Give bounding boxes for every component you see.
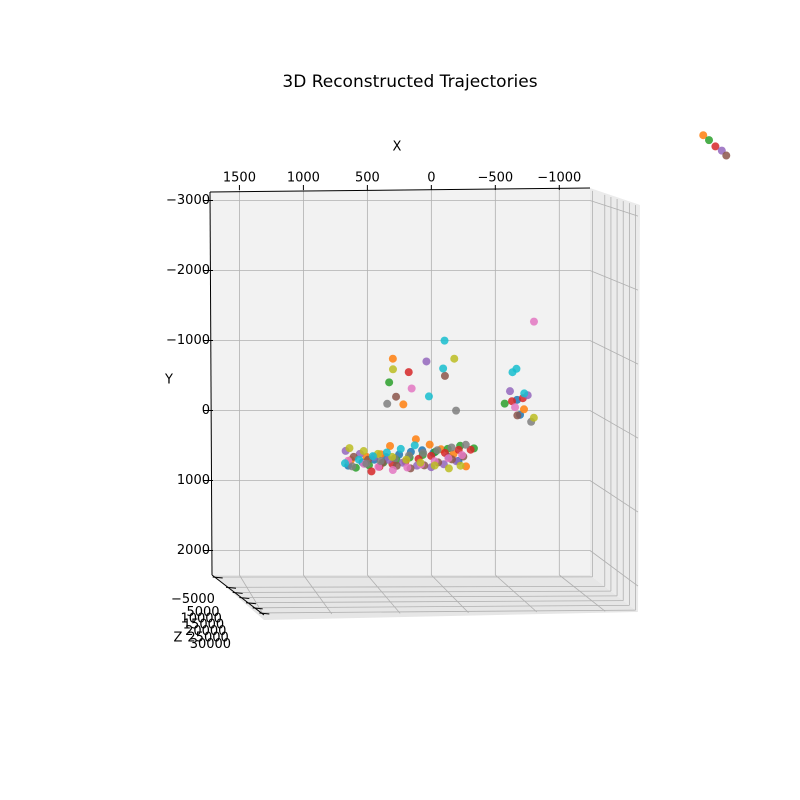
x-tick-label: 1500 [223,171,256,186]
grid-line [241,595,618,598]
point [354,455,363,464]
point [433,446,442,455]
point [345,444,354,453]
grid-line [254,604,630,609]
point [440,371,449,380]
point [392,392,401,401]
point [368,452,377,461]
point [529,413,538,422]
point [466,445,475,454]
point [520,389,529,398]
point [388,354,397,363]
point [440,336,449,345]
point [385,378,394,387]
grid-line [589,480,639,513]
side-pane [590,188,640,612]
point [410,441,419,450]
y-tick-label: 2000 [177,543,210,558]
grid-line [589,200,639,217]
point [711,142,720,151]
point [416,458,425,467]
grid-line [589,340,639,365]
point [452,406,461,415]
point [444,454,453,463]
z-tick-label: 10000 [180,611,221,626]
grid-line [234,590,611,593]
point [529,317,538,326]
z-axis-label: Z [174,631,183,646]
point [507,397,516,406]
z-tick-label: 30000 [190,637,231,652]
point [399,400,408,409]
point [425,440,434,449]
point [458,451,467,460]
x-axis-line [209,187,591,193]
point [359,447,368,456]
z-tick-label: 15000 [183,618,224,633]
point [699,131,708,140]
point [722,151,731,160]
y-tick-label: 1000 [177,473,210,488]
point [519,405,528,414]
grid-line [589,410,639,439]
point [388,465,397,474]
z-tick-label: 25000 [187,631,228,646]
point [404,368,413,377]
x-tick-label: −500 [477,171,513,186]
x-tick-label: 1000 [287,171,320,186]
point [705,136,714,145]
grid-line [589,550,639,587]
chart-title: 3D Reconstructed Trajectories [282,72,537,92]
back-pane [210,188,590,575]
y-tick-label: −3000 [166,193,210,208]
point [461,440,470,449]
point [362,459,371,468]
point [376,457,385,466]
grid-line [227,585,605,588]
point [505,387,514,396]
z-tick-label: −5000 [171,592,215,607]
y-axis-label: Y [164,373,173,388]
point [407,384,416,393]
point [382,448,391,457]
point [424,392,433,401]
point [419,448,428,457]
point [439,364,448,373]
point [348,462,357,471]
grid-line [589,270,639,291]
y-tick-label: −1000 [166,333,210,348]
point [341,459,350,468]
point [512,364,521,373]
x-tick-label: 0 [427,171,435,186]
point [367,467,376,476]
x-axis-label: X [393,140,402,155]
point [500,399,509,408]
point [422,357,431,366]
y-axis-line [209,191,213,576]
y-tick-label: 0 [202,403,210,418]
point [456,461,465,470]
point [511,403,520,412]
point [403,463,412,472]
y-tick-label: −2000 [166,263,210,278]
point [447,443,456,452]
point [402,455,411,464]
z-tick-label: 20000 [185,624,226,639]
x-tick-label: −1000 [537,171,581,186]
point [388,365,397,374]
z-axis-line [211,574,265,616]
point [430,461,439,470]
point [513,411,522,420]
grid-line [261,609,636,614]
grid-line [247,600,624,604]
point [383,399,392,408]
point [396,444,405,453]
z-tick-label: 5000 [186,605,219,620]
point [411,435,420,444]
point [450,354,459,363]
x-tick-label: 500 [355,171,380,186]
point [386,442,395,451]
point [444,464,453,473]
